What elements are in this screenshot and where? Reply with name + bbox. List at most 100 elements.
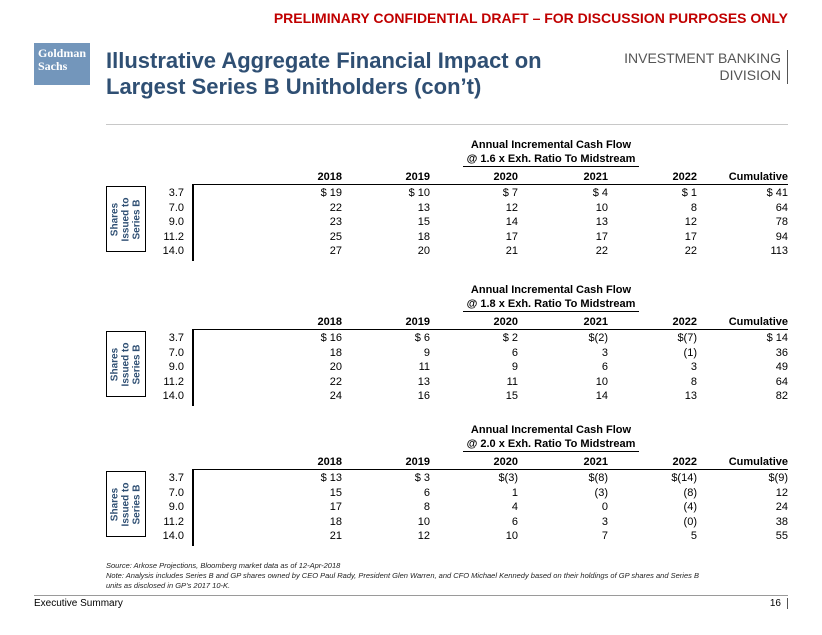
cash-flow-value: 17: [329, 501, 342, 514]
cash-flow-value: 64: [775, 201, 788, 214]
shares-issued-text: Shares Issued to Series B: [110, 197, 143, 241]
cash-flow-value: 15: [417, 216, 430, 229]
cash-flow-value: 21: [505, 245, 518, 258]
column-header: 2020: [493, 316, 518, 328]
column-header: 2021: [583, 171, 608, 183]
column-header: 2020: [493, 456, 518, 468]
cash-flow-value: 0: [601, 501, 608, 514]
table-row: 7.0 18 9 6 3 (1) 36: [146, 346, 788, 360]
table-heading: Annual Incremental Cash Flow @ 1.8 x Exh.…: [396, 283, 706, 312]
confidential-banner: PRELIMINARY CONFIDENTIAL DRAFT – FOR DIS…: [273, 10, 788, 26]
column-header: Cumulative: [728, 316, 788, 328]
table-subtitle: @ 1.6 x Exh. Ratio To Midstream: [462, 152, 640, 167]
logo-line-1: Goldman: [38, 46, 87, 60]
analysis-note-2: units as disclosed in GP’s 2017 10-K.: [106, 581, 231, 590]
cash-flow-value: 38: [775, 515, 788, 528]
table-subtitle: @ 1.8 x Exh. Ratio To Midstream: [462, 297, 640, 312]
source-note: Source: Arkose Projections, Bloomberg ma…: [106, 561, 341, 570]
shares-value: 7.0: [168, 201, 184, 214]
cash-flow-value: $(7): [677, 332, 697, 344]
table-row: 3.7 $ 19 $ 10 $ 7 $ 4 $ 1 $ 41: [146, 186, 788, 200]
column-header: 2021: [583, 316, 608, 328]
column-header-row: 2018 2019 2020 2021 2022 Cumulative: [192, 315, 788, 330]
cash-flow-value: 8: [690, 201, 697, 214]
cash-flow-value: $ 4: [592, 187, 608, 199]
cash-flow-value: 49: [775, 361, 788, 374]
cash-flow-value: 13: [595, 216, 608, 229]
cash-flow-value: 17: [595, 230, 608, 243]
cash-flow-value: $(8): [588, 472, 608, 484]
shares-issued-line: Shares: [109, 202, 121, 236]
table-title: Annual Incremental Cash Flow: [470, 139, 632, 151]
column-header: 2018: [317, 171, 342, 183]
cash-flow-value: 18: [329, 515, 342, 528]
cash-flow-value: $ 13: [320, 472, 342, 484]
cash-flow-value: 10: [505, 530, 518, 543]
column-header: 2018: [317, 316, 342, 328]
title-line-1: Illustrative Aggregate Financial Impact …: [106, 48, 542, 73]
division-line-1: INVESTMENT BANKING: [624, 50, 788, 67]
table-heading: Annual Incremental Cash Flow @ 2.0 x Exh.…: [396, 423, 706, 452]
cash-flow-value: 22: [684, 245, 697, 258]
cash-flow-value: 6: [423, 486, 430, 499]
cash-flow-value: 3: [690, 361, 697, 374]
shares-issued-text: Shares Issued to Series B: [110, 342, 143, 386]
row-axis-line: [192, 185, 194, 261]
cash-flow-value: 15: [505, 390, 518, 403]
page-title: Illustrative Aggregate Financial Impact …: [106, 48, 626, 100]
division-label: INVESTMENT BANKING DIVISION: [624, 50, 788, 84]
goldman-sachs-logo: Goldman Sachs: [34, 43, 90, 85]
column-header: 2021: [583, 456, 608, 468]
shares-value: 9.0: [168, 501, 184, 514]
cash-flow-value: 13: [684, 390, 697, 403]
cash-flow-value: (4): [683, 501, 697, 514]
column-header: 2019: [405, 456, 430, 468]
cash-flow-value: $ 7: [502, 187, 518, 199]
cash-flow-table-2: Annual Incremental Cash Flow @ 1.8 x Exh.…: [106, 283, 788, 406]
cash-flow-value: (3): [594, 486, 608, 499]
cash-flow-value: 20: [329, 361, 342, 374]
cash-flow-value: 12: [505, 201, 518, 214]
cash-flow-value: 94: [775, 230, 788, 243]
cash-flow-value: $(9): [768, 472, 788, 484]
shares-value: 3.7: [168, 472, 184, 484]
cash-flow-value: 12: [417, 530, 430, 543]
column-header: 2019: [405, 171, 430, 183]
cash-flow-value: 9: [511, 361, 518, 374]
cash-flow-value: $ 1: [681, 187, 697, 199]
cash-flow-value: 78: [775, 216, 788, 229]
cash-flow-value: $(2): [588, 332, 608, 344]
shares-value: 3.7: [168, 187, 184, 199]
table-title: Annual Incremental Cash Flow: [470, 284, 632, 296]
column-header: 2022: [672, 171, 697, 183]
column-header: 2022: [672, 456, 697, 468]
table-row: 14.0 21 12 10 7 5 55: [146, 529, 788, 543]
cash-flow-value: $(14): [671, 472, 697, 484]
table-row: 14.0 24 16 15 14 13 82: [146, 389, 788, 403]
cash-flow-value: 18: [417, 230, 430, 243]
cash-flow-value: $ 41: [766, 187, 788, 199]
table-row: 11.2 22 13 11 10 8 64: [146, 375, 788, 389]
cash-flow-value: 25: [329, 230, 342, 243]
shares-issued-label: Shares Issued to Series B: [106, 331, 146, 397]
shares-value: 9.0: [168, 216, 184, 229]
cash-flow-value: 12: [775, 486, 788, 499]
cash-flow-value: 11: [418, 361, 430, 374]
cash-flow-value: $ 6: [414, 332, 430, 344]
title-divider: [106, 124, 788, 125]
cash-flow-value: (0): [683, 515, 697, 528]
cash-flow-value: 13: [417, 201, 430, 214]
shares-issued-label: Shares Issued to Series B: [106, 471, 146, 537]
cash-flow-value: 64: [775, 375, 788, 388]
column-header: 2019: [405, 316, 430, 328]
cash-flow-value: 21: [329, 530, 342, 543]
cash-flow-value: 9: [423, 346, 430, 359]
shares-issued-label: Shares Issued to Series B: [106, 186, 146, 252]
cash-flow-value: $ 16: [320, 332, 342, 344]
cash-flow-value: 24: [329, 390, 342, 403]
cash-flow-value: 16: [417, 390, 430, 403]
footer-divider: [34, 595, 788, 596]
table-row: 7.0 15 6 1 (3) (8) 12: [146, 486, 788, 500]
shares-value: 9.0: [168, 361, 184, 374]
cash-flow-value: 4: [511, 501, 518, 514]
